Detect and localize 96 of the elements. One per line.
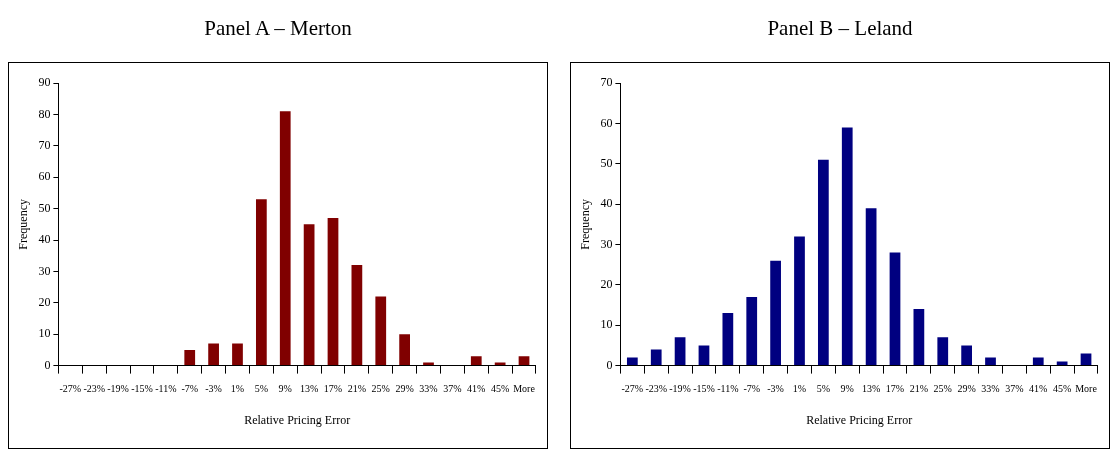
x-tick-label: 21% (347, 383, 367, 395)
x-tick-label: -23% (645, 383, 668, 395)
x-tick-label: -19% (669, 383, 691, 395)
y-tick-label: 70 (600, 75, 613, 90)
x-tick-label: 33% (981, 383, 1000, 395)
x-tick-label: 33% (419, 383, 438, 395)
x-tick-label: -27% (59, 383, 82, 395)
bar (470, 356, 482, 366)
x-tick-label: -19% (107, 383, 129, 395)
x-tick-label: -3% (767, 383, 784, 395)
bar (351, 265, 363, 366)
bar (698, 345, 710, 366)
x-axis-title: Relative Pricing Error (806, 412, 913, 427)
bar (913, 309, 925, 366)
y-tick-label: 30 (38, 263, 51, 278)
bar (1032, 357, 1044, 366)
x-tick-label: 45% (1052, 383, 1072, 395)
x-tick-label: -27% (621, 383, 644, 395)
bar (303, 224, 315, 366)
chart-title: Panel B – Leland (766, 15, 914, 42)
x-tick-label: 13% (861, 383, 881, 395)
bar (770, 260, 781, 366)
y-tick-label: 10 (38, 326, 51, 341)
x-tick-label: -7% (743, 383, 761, 395)
bar (985, 357, 996, 366)
x-tick-label: 5% (816, 383, 831, 395)
x-tick-label: 9% (840, 383, 854, 395)
bar (279, 111, 291, 366)
bar (232, 343, 243, 366)
bar (937, 337, 949, 366)
bar (208, 343, 219, 366)
bar (961, 345, 972, 366)
x-tick-label: 5% (254, 383, 269, 395)
y-axis-title: Frequency (578, 198, 593, 250)
bar (184, 349, 196, 366)
y-tick-label: 0 (606, 357, 613, 372)
x-tick-label: -3% (205, 383, 222, 395)
bar (1080, 353, 1092, 366)
x-tick-label: 29% (395, 383, 414, 395)
x-tick-label: 41% (467, 383, 486, 395)
bar (841, 127, 853, 366)
x-tick-label: 29% (957, 383, 976, 395)
y-tick-label: 10 (600, 317, 613, 332)
x-tick-label: 25% (371, 383, 390, 395)
x-tick-label: 13% (299, 383, 319, 395)
y-axis-title: Frequency (16, 198, 31, 250)
x-tick-label: -11% (717, 383, 739, 395)
y-tick-label: 60 (38, 169, 51, 184)
y-tick-label: 20 (38, 294, 51, 309)
y-tick-label: 40 (600, 196, 613, 211)
y-tick-label: 90 (38, 75, 51, 90)
bar (865, 208, 877, 366)
x-tick-label: 41% (1029, 383, 1048, 395)
chart-title: Panel A – Merton (203, 15, 353, 42)
bar (817, 159, 829, 366)
y-tick-label: 40 (38, 232, 51, 247)
bar (375, 296, 387, 366)
bar (626, 357, 638, 366)
bar (746, 296, 758, 366)
bar (722, 313, 734, 366)
x-tick-label: More (1075, 383, 1098, 395)
x-tick-label: 17% (885, 383, 905, 395)
x-tick-label: 37% (443, 383, 462, 395)
x-tick-label: 1% (792, 383, 807, 395)
y-tick-label: 50 (38, 200, 51, 215)
x-tick-label: -7% (181, 383, 199, 395)
bar (518, 356, 530, 366)
bar (327, 218, 339, 366)
bar (650, 349, 662, 366)
bar (423, 362, 434, 366)
x-tick-label: 9% (278, 383, 292, 395)
y-tick-label: 50 (600, 155, 613, 170)
x-tick-label: -23% (83, 383, 106, 395)
y-tick-label: 30 (600, 236, 613, 251)
x-tick-label: 1% (230, 383, 245, 395)
y-tick-label: 80 (38, 106, 51, 121)
x-tick-label: 25% (933, 383, 952, 395)
bar (794, 236, 805, 366)
x-tick-label: 17% (323, 383, 343, 395)
x-tick-label: 37% (1005, 383, 1024, 395)
bar (399, 334, 410, 366)
x-tick-label: -15% (693, 383, 715, 395)
x-tick-label: -15% (131, 383, 153, 395)
x-tick-label: 45% (490, 383, 510, 395)
x-tick-label: More (513, 383, 536, 395)
bar (674, 337, 686, 366)
y-tick-label: 20 (600, 277, 613, 292)
bar (889, 252, 901, 366)
x-tick-label: 21% (909, 383, 929, 395)
bar (255, 199, 267, 366)
x-tick-label: -11% (155, 383, 177, 395)
y-tick-label: 70 (38, 137, 51, 152)
bar (494, 362, 506, 366)
y-tick-label: 0 (44, 357, 51, 372)
y-tick-label: 60 (600, 115, 613, 130)
x-axis-title: Relative Pricing Error (244, 412, 351, 427)
